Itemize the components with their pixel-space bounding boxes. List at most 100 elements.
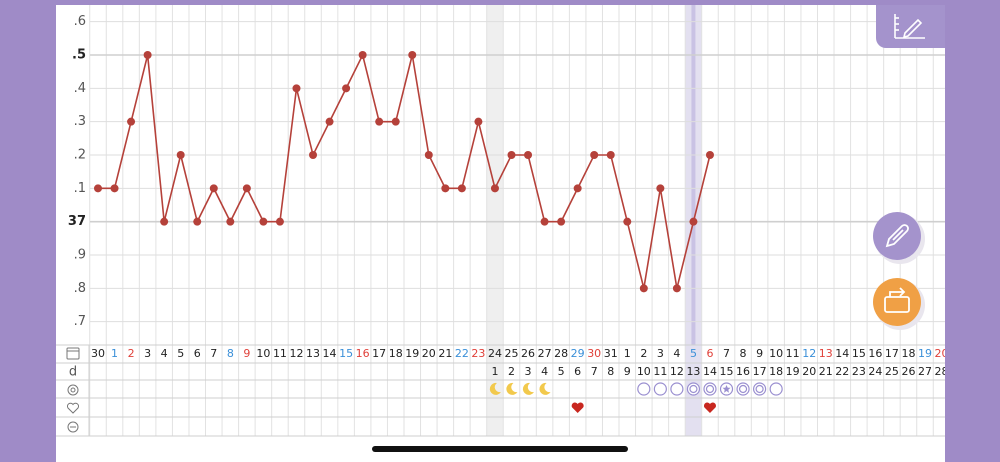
test-marker [752, 382, 767, 396]
date-label: 7 [723, 347, 730, 360]
temperature-point [590, 151, 599, 159]
temperature-point [193, 217, 202, 226]
cycle-day: 11 [653, 365, 667, 378]
cycle-day: 27 [918, 365, 932, 378]
date-label: 19 [918, 347, 932, 360]
button-bg[interactable] [873, 278, 921, 326]
test-marker [686, 382, 701, 396]
temperature-point [292, 84, 301, 93]
moon-marker [506, 382, 518, 395]
date-label: 12 [289, 347, 303, 360]
test-marker-star [722, 385, 731, 393]
date-label: 26 [521, 347, 535, 360]
moon-marker [489, 382, 501, 395]
row-icons [66, 347, 80, 433]
right-bar [945, 0, 1000, 462]
date-label: 1 [111, 347, 118, 360]
pencil-icon [885, 224, 909, 248]
date-label: 18 [901, 347, 915, 360]
cycle-day: 4 [541, 365, 548, 378]
temperature-point [672, 284, 681, 293]
y-tick-label: .5 [72, 48, 86, 63]
temperature-point [441, 184, 450, 193]
date-label: 18 [389, 347, 403, 360]
date-label: 14 [835, 347, 849, 360]
cycle-day: 14 [703, 365, 717, 378]
temperature-point [209, 184, 218, 193]
temperature-point [540, 217, 549, 226]
moon-marker [539, 382, 551, 395]
share-button[interactable] [873, 278, 925, 330]
date-label: 30 [587, 347, 601, 360]
date-label: 3 [144, 347, 151, 360]
test-marker [769, 382, 783, 396]
cycle-day: 16 [736, 365, 750, 378]
target-icon-inner [70, 387, 76, 393]
left-bar [0, 0, 56, 462]
heart-marker [703, 402, 716, 413]
temperature-point [507, 151, 516, 159]
temperature-point [94, 184, 102, 193]
temperature-point [242, 184, 251, 193]
cycle-day: 20 [802, 365, 816, 378]
temperature-point [557, 217, 566, 226]
temperature-point [259, 217, 268, 226]
cycle-day: 26 [901, 365, 915, 378]
temperature-point [375, 117, 384, 126]
minus-icon [67, 421, 79, 433]
temperature-point [705, 151, 714, 159]
date-label: 4 [673, 347, 680, 360]
cycle-day: 12 [670, 365, 684, 378]
share-icon [884, 287, 910, 313]
cycle-day: 18 [769, 365, 783, 378]
date-label: 24 [488, 347, 502, 360]
temperature-point [606, 151, 615, 159]
y-tick-label: 37 [68, 214, 86, 229]
date-label: 22 [455, 347, 469, 360]
date-label: 2 [128, 347, 135, 360]
date-label: 15 [339, 347, 353, 360]
cycle-day: 15 [720, 365, 734, 378]
date-label: 8 [740, 347, 747, 360]
cycle-day: 8 [607, 365, 614, 378]
temperature-point [358, 51, 367, 59]
home-indicator [372, 446, 628, 452]
date-label: 8 [227, 347, 234, 360]
top-bar [0, 0, 1000, 5]
cycle-day: 3 [525, 365, 532, 378]
date-label: 13 [306, 347, 320, 360]
cycle-day: 22 [835, 365, 849, 378]
date-label: 2 [640, 347, 647, 360]
temperature-point [474, 117, 483, 126]
calendar-icon [66, 347, 80, 360]
temperature-point [309, 151, 318, 159]
cycle-day: 19 [786, 365, 800, 378]
date-label: 17 [372, 347, 386, 360]
temperature-point [424, 151, 433, 159]
temperature-point [524, 151, 533, 159]
temperature-point [342, 84, 351, 93]
cycle-day: 5 [558, 365, 565, 378]
date-label: 20 [422, 347, 436, 360]
temperature-point [143, 51, 152, 59]
cycle-day: 1 [491, 365, 498, 378]
target-icon [67, 384, 79, 396]
date-label: 11 [273, 347, 287, 360]
date-label: 11 [786, 347, 800, 360]
date-label: 23 [471, 347, 485, 360]
date-label: 7 [210, 347, 217, 360]
test-marker-inner [689, 384, 698, 394]
edit-button[interactable] [873, 212, 925, 264]
test-marker-inner [705, 384, 715, 394]
y-tick-label: .4 [74, 81, 86, 96]
temperature-point [639, 284, 648, 293]
chart-settings-button[interactable] [876, 5, 945, 48]
temperature-point [623, 217, 632, 226]
temperature-point [573, 184, 582, 193]
y-tick-label: .2 [74, 148, 86, 163]
temperature-point [490, 184, 499, 193]
y-tick-label: .8 [74, 281, 86, 296]
test-marker [736, 382, 750, 396]
cycle-day: 25 [885, 365, 899, 378]
date-label: 14 [323, 347, 337, 360]
